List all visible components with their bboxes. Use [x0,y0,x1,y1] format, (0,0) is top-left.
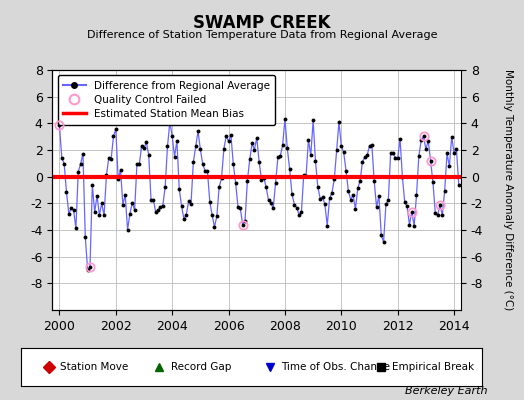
Text: Time of Obs. Change: Time of Obs. Change [281,362,390,372]
Text: Empirical Break: Empirical Break [392,362,474,372]
Y-axis label: Monthly Temperature Anomaly Difference (°C): Monthly Temperature Anomaly Difference (… [503,69,513,311]
Text: Record Gap: Record Gap [171,362,231,372]
Legend: Difference from Regional Average, Quality Control Failed, Estimated Station Mean: Difference from Regional Average, Qualit… [58,75,275,125]
Text: Station Move: Station Move [60,362,128,372]
Text: Difference of Station Temperature Data from Regional Average: Difference of Station Temperature Data f… [87,30,437,40]
Text: Berkeley Earth: Berkeley Earth [405,386,487,396]
Text: SWAMP CREEK: SWAMP CREEK [193,14,331,32]
